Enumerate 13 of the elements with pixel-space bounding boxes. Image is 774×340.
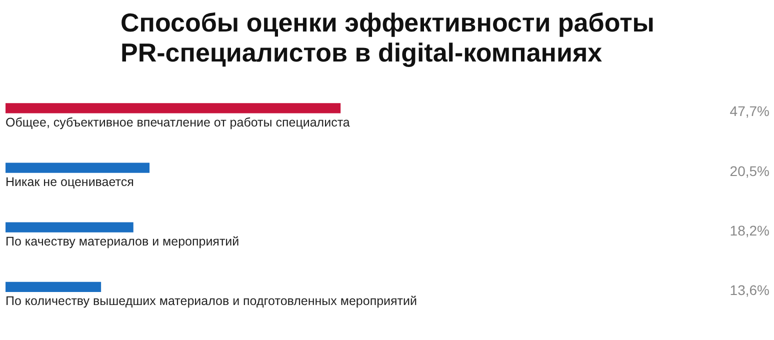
data-label: 13,6% (730, 282, 770, 298)
data-label: 18,2% (730, 222, 770, 238)
y-tick-label: По качеству материалов и мероприятий (6, 234, 240, 248)
y-tick-label: По количеству вышедших материалов и подготовленных мероприятий (6, 294, 418, 308)
data-label: 47,7% (730, 103, 770, 120)
bar (6, 103, 341, 114)
chart-title: Способы оценки эффективности работы PR-специалистов в digital-компаниях (120, 8, 655, 68)
y-tick-label: Общее, субъективное впечатление от работы специалиста (6, 115, 350, 130)
data-label: 20,5% (730, 162, 770, 179)
bar (6, 162, 150, 173)
bar (6, 222, 134, 232)
y-tick-label: Никак не оценивается (6, 174, 134, 189)
bar (6, 282, 102, 292)
